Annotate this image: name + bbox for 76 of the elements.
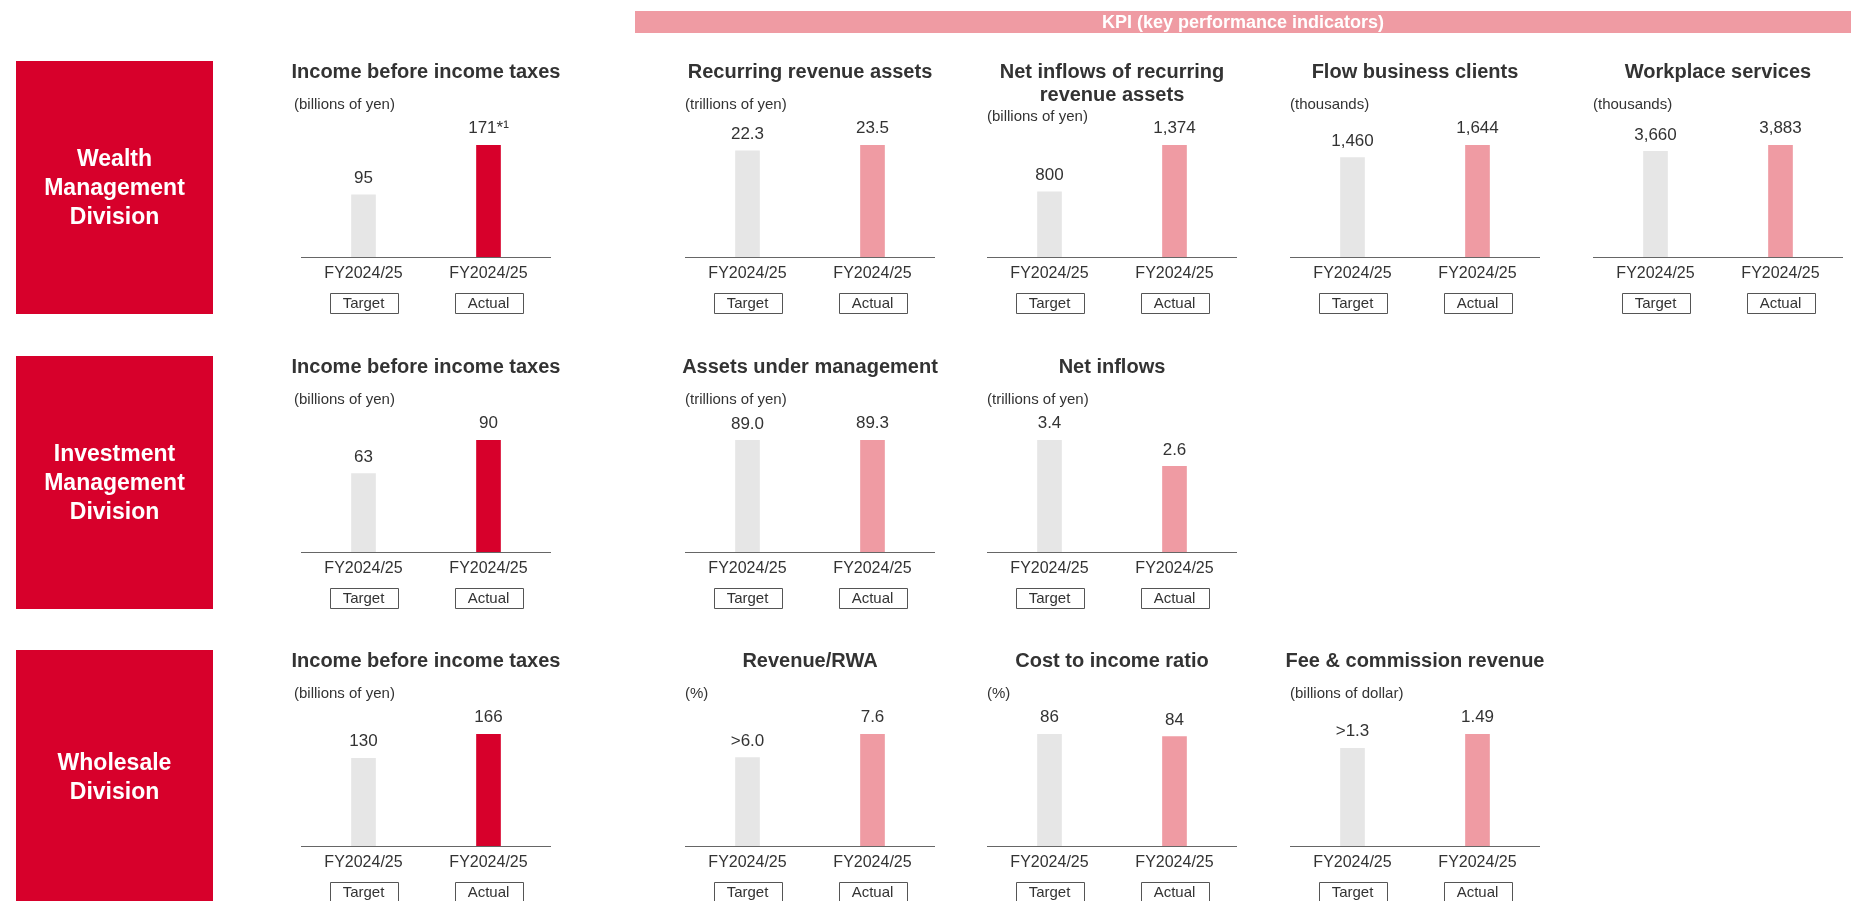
chart-title: Income before income taxes bbox=[290, 649, 562, 672]
data-label: 84 bbox=[1165, 709, 1184, 729]
x-tick-label: FY2024/25 Target bbox=[708, 264, 787, 312]
data-label: 1,460 bbox=[1331, 130, 1374, 150]
x-tick-label: FY2024/25 Target bbox=[1010, 559, 1089, 607]
chart-title: Fee & commission revenue bbox=[1284, 649, 1546, 672]
data-label: 63 bbox=[354, 446, 373, 466]
x-tick-label: FY2024/25 Target bbox=[1313, 264, 1392, 312]
data-label: 23.5 bbox=[855, 118, 890, 138]
chart-title: Recurring revenue assets bbox=[686, 60, 934, 83]
chart-subtitle: (trillions of yen) bbox=[685, 95, 787, 112]
x-tick-label: FY2024/25 Actual bbox=[1438, 853, 1517, 901]
data-label: 3,660 bbox=[1634, 124, 1677, 144]
data-label: 130 bbox=[349, 731, 378, 751]
chart-subtitle: (billions of yen) bbox=[294, 95, 395, 112]
chart-subtitle: (billions of yen) bbox=[987, 107, 1088, 124]
chart-subtitle: (trillions of yen) bbox=[685, 390, 787, 407]
chart-title: Workplace services bbox=[1623, 60, 1813, 83]
text: Investment Management Division bbox=[16, 356, 213, 609]
chart-title: Cost to income ratio bbox=[1014, 649, 1210, 672]
data-label: 7.6 bbox=[860, 707, 885, 727]
data-label: 1,374 bbox=[1153, 118, 1196, 138]
data-label: 1.49 bbox=[1460, 707, 1495, 727]
chart-title: Assets under management bbox=[681, 355, 939, 378]
x-tick-label: FY2024/25 Actual bbox=[1741, 264, 1820, 312]
x-tick-label: FY2024/25 Target bbox=[708, 559, 787, 607]
x-tick-label: FY2024/25 Actual bbox=[833, 853, 912, 901]
chart-subtitle: (thousands) bbox=[1593, 95, 1673, 112]
x-tick-label: FY2024/25 Actual bbox=[449, 264, 528, 312]
chart-subtitle: (trillions of yen) bbox=[987, 390, 1089, 407]
x-tick-label: FY2024/25 Actual bbox=[833, 264, 912, 312]
x-tick-label: FY2024/25 Target bbox=[1010, 264, 1089, 312]
data-label: 3.4 bbox=[1037, 413, 1062, 433]
chart-title: Income before income taxes bbox=[290, 355, 562, 378]
data-label: 800 bbox=[1035, 164, 1064, 184]
data-label: 95 bbox=[354, 167, 373, 187]
x-tick-label: FY2024/25 Actual bbox=[1438, 264, 1517, 312]
chart-subtitle: (%) bbox=[685, 684, 709, 701]
data-label: 90 bbox=[479, 413, 498, 433]
chart-title: Net inflows bbox=[1057, 355, 1167, 378]
data-label: 166 bbox=[474, 707, 503, 727]
chart-subtitle: (billions of dollar) bbox=[1290, 684, 1404, 701]
text: Wholesale Division bbox=[16, 650, 213, 901]
text: KPI (key performance indicators) bbox=[635, 11, 1851, 33]
data-label: >6.0 bbox=[730, 730, 765, 750]
data-label: 89.0 bbox=[730, 413, 765, 433]
chart-subtitle: (billions of yen) bbox=[294, 684, 395, 701]
chart-subtitle: (billions of yen) bbox=[294, 390, 395, 407]
data-label: 89.3 bbox=[855, 413, 890, 433]
text: Wealth Management Division bbox=[16, 61, 213, 314]
x-tick-label: FY2024/25 Target bbox=[1616, 264, 1695, 312]
x-tick-label: FY2024/25 Target bbox=[1010, 853, 1089, 901]
chart-title: Revenue/RWA bbox=[741, 649, 879, 672]
chart-title: Income before income taxes bbox=[290, 60, 562, 83]
chart-title: Flow business clients bbox=[1310, 60, 1520, 83]
x-tick-label: FY2024/25 Actual bbox=[1135, 559, 1214, 607]
data-label: >1.3 bbox=[1335, 721, 1370, 741]
x-tick-label: FY2024/25 Actual bbox=[1135, 853, 1214, 901]
data-label: 3,883 bbox=[1759, 118, 1802, 138]
chart-subtitle: (%) bbox=[987, 684, 1011, 701]
x-tick-label: FY2024/25 Actual bbox=[1135, 264, 1214, 312]
x-tick-label: FY2024/25 Target bbox=[708, 853, 787, 901]
x-tick-label: FY2024/25 Target bbox=[324, 559, 403, 607]
x-tick-label: FY2024/25 Actual bbox=[449, 559, 528, 607]
x-tick-label: FY2024/25 Target bbox=[324, 853, 403, 901]
chart-subtitle: (thousands) bbox=[1290, 95, 1370, 112]
data-label: 2.6 bbox=[1162, 439, 1187, 459]
data-label: 22.3 bbox=[730, 123, 765, 143]
data-label: 1,644 bbox=[1456, 118, 1499, 138]
x-tick-label: FY2024/25 Target bbox=[1313, 853, 1392, 901]
chart-title: Net inflows of recurring revenue assets bbox=[998, 60, 1226, 106]
data-label: 171*¹ bbox=[468, 118, 510, 138]
x-tick-label: FY2024/25 Actual bbox=[833, 559, 912, 607]
x-tick-label: FY2024/25 Actual bbox=[449, 853, 528, 901]
x-tick-label: FY2024/25 Target bbox=[324, 264, 403, 312]
data-label: 86 bbox=[1040, 707, 1059, 727]
